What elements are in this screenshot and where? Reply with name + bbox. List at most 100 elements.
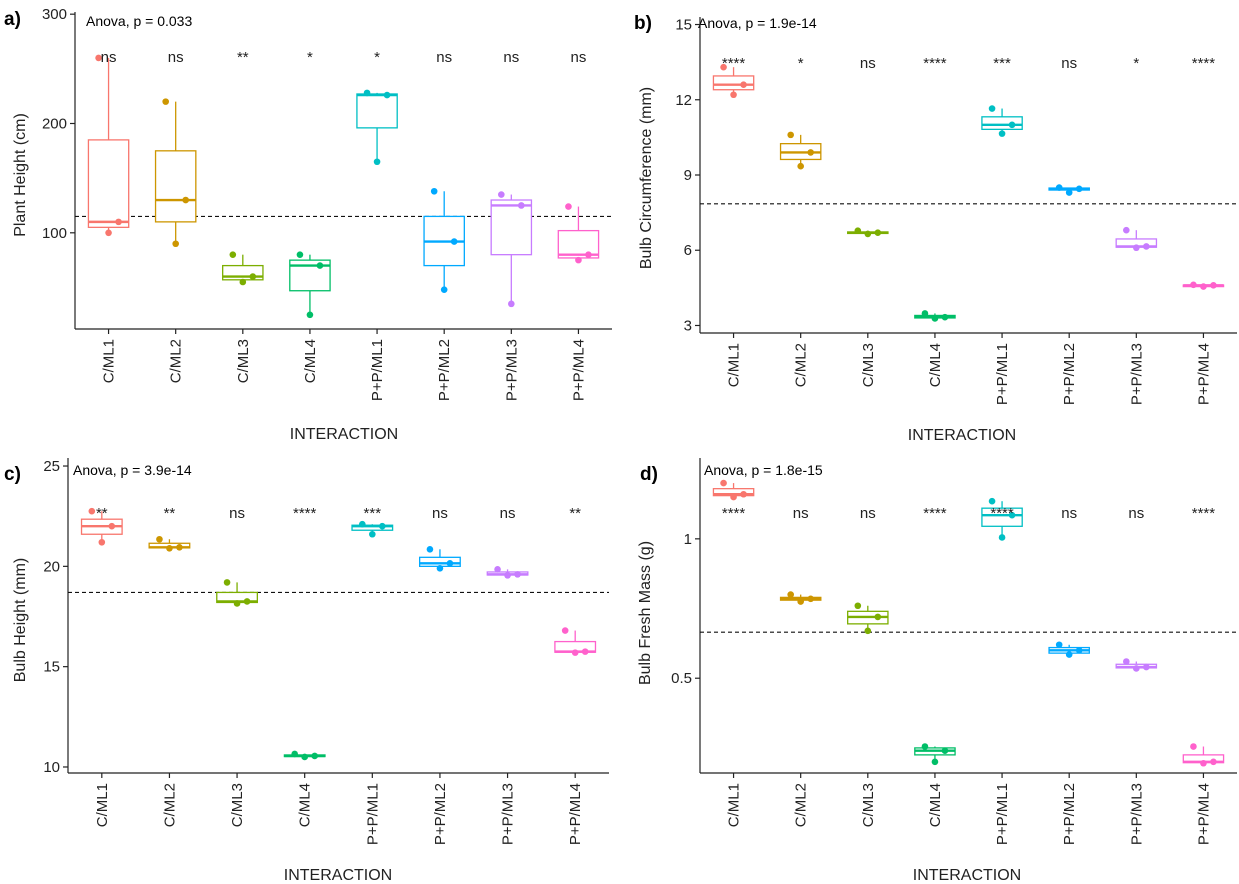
box-p-p-ml2 bbox=[423, 187, 465, 293]
box-p-p-ml4 bbox=[1182, 743, 1225, 767]
y-axis-title: Plant Height (cm) bbox=[12, 113, 29, 237]
y-tick-label: 9 bbox=[684, 167, 692, 184]
data-point bbox=[571, 649, 579, 656]
significance-label: ns bbox=[432, 505, 448, 522]
data-point bbox=[1133, 244, 1140, 252]
significance-label: * bbox=[374, 49, 380, 66]
x-axis-title: INTERACTION bbox=[290, 426, 398, 443]
data-point bbox=[740, 490, 747, 498]
data-point bbox=[508, 300, 515, 308]
data-point bbox=[1123, 226, 1130, 234]
x-tick-label: C/ML4 bbox=[927, 343, 944, 387]
significance-label: **** bbox=[1192, 505, 1216, 522]
y-tick-label: 20 bbox=[43, 558, 60, 575]
significance-label: ** bbox=[237, 49, 249, 66]
significance-label: ns bbox=[500, 505, 516, 522]
data-point bbox=[807, 595, 814, 603]
data-point bbox=[88, 507, 96, 515]
panel-a: a) Anova, p = 0.033 INTERACTION Plant He… bbox=[4, 6, 612, 443]
box-p-p-ml3 bbox=[486, 566, 529, 579]
anova-annotation: Anova, p = 1.8e-15 bbox=[704, 462, 823, 478]
x-tick-label: C/ML1 bbox=[726, 343, 743, 387]
significance-label: ns bbox=[793, 505, 809, 522]
data-point bbox=[223, 579, 231, 586]
x-tick-label: C/ML2 bbox=[161, 783, 178, 827]
panel-d: d) Anova, p = 1.8e-15 INTERACTION Bulb F… bbox=[637, 458, 1237, 884]
x-tick-label: C/ML3 bbox=[860, 783, 877, 827]
significance-label: ns bbox=[860, 505, 876, 522]
x-tick-label: C/ML1 bbox=[726, 783, 743, 827]
box-body bbox=[154, 150, 197, 223]
significance-label: **** bbox=[722, 505, 746, 522]
y-tick-label: 15 bbox=[43, 659, 60, 676]
x-tick-label: P+P/ML2 bbox=[1061, 343, 1078, 405]
significance-label: **** bbox=[923, 505, 947, 522]
data-point bbox=[426, 545, 434, 553]
x-axis-title: INTERACTION bbox=[908, 427, 1016, 444]
data-point bbox=[864, 230, 872, 238]
data-point bbox=[108, 522, 116, 530]
data-point bbox=[1210, 758, 1217, 766]
x-tick-label: P+P/ML3 bbox=[1128, 343, 1145, 405]
data-point bbox=[1133, 665, 1140, 672]
box-body bbox=[356, 93, 398, 129]
box-p-p-ml4 bbox=[1182, 281, 1225, 290]
box-c-ml2 bbox=[154, 98, 197, 248]
data-point bbox=[156, 535, 163, 543]
x-tick-label: C/ML1 bbox=[101, 339, 118, 383]
x-tick-label: C/ML3 bbox=[860, 343, 877, 387]
data-point bbox=[807, 149, 814, 156]
data-point bbox=[581, 648, 589, 655]
data-point bbox=[291, 750, 298, 758]
data-point bbox=[565, 203, 572, 210]
box-body bbox=[712, 75, 755, 91]
data-point bbox=[1008, 121, 1016, 129]
anova-annotation: Anova, p = 1.9e-14 bbox=[698, 15, 817, 31]
data-point bbox=[720, 63, 727, 71]
data-point bbox=[1190, 281, 1197, 289]
data-point bbox=[498, 191, 505, 198]
box-c-ml1 bbox=[87, 54, 130, 237]
box-body bbox=[87, 139, 130, 228]
panel-label: d) bbox=[640, 464, 658, 485]
x-tick-label: P+P/ML1 bbox=[994, 343, 1011, 405]
data-point bbox=[440, 286, 448, 293]
data-point bbox=[864, 627, 872, 635]
box-c-ml2 bbox=[779, 591, 822, 605]
data-point bbox=[296, 251, 304, 258]
box-c-ml4 bbox=[914, 743, 956, 766]
data-point bbox=[1210, 282, 1217, 289]
data-point bbox=[311, 752, 318, 760]
data-point bbox=[182, 196, 189, 204]
box-body bbox=[490, 199, 533, 256]
box-c-ml2 bbox=[148, 535, 191, 552]
x-tick-label: P+P/ML1 bbox=[364, 783, 381, 845]
data-point bbox=[359, 520, 366, 528]
data-point bbox=[249, 273, 257, 280]
data-point bbox=[874, 613, 882, 621]
significance-label: ns bbox=[503, 49, 519, 66]
x-tick-label: C/ML4 bbox=[297, 783, 314, 827]
x-tick-label: P+P/ML4 bbox=[567, 783, 584, 845]
significance-label: **** bbox=[293, 505, 317, 522]
data-point bbox=[941, 313, 949, 321]
x-tick-label: P+P/ML4 bbox=[1195, 783, 1212, 845]
box-c-ml3 bbox=[216, 579, 258, 607]
data-point bbox=[874, 229, 882, 236]
y-tick-label: 12 bbox=[675, 92, 692, 109]
significance-label: * bbox=[307, 49, 313, 66]
data-point bbox=[1075, 185, 1083, 193]
data-point bbox=[797, 598, 804, 605]
data-point bbox=[176, 543, 183, 551]
significance-label: ns bbox=[101, 49, 117, 66]
panel-label: b) bbox=[634, 13, 652, 34]
panel-b: b) Anova, p = 1.9e-14 INTERACTION Bulb C… bbox=[634, 13, 1237, 444]
data-point bbox=[162, 98, 169, 105]
y-axis-title: Bulb Circumference (mm) bbox=[638, 87, 655, 269]
data-point bbox=[931, 315, 939, 322]
data-point bbox=[383, 91, 391, 99]
data-point bbox=[730, 91, 737, 99]
data-point bbox=[450, 238, 458, 245]
data-point bbox=[998, 534, 1006, 541]
data-point bbox=[921, 743, 929, 750]
